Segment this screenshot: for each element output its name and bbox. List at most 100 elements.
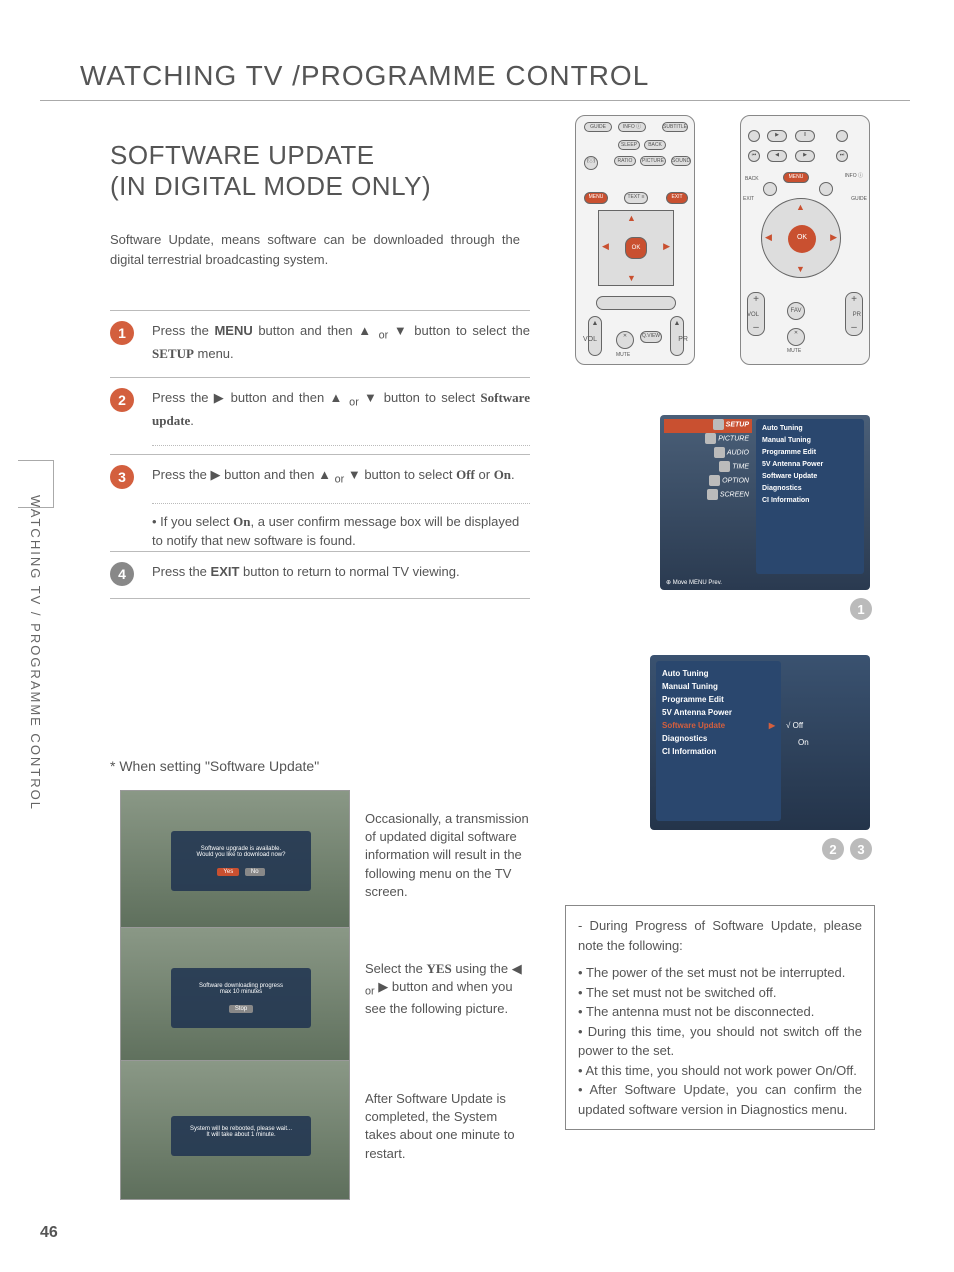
remote-btn: SOUND xyxy=(671,156,691,166)
screenshot-desc-2: Select the YES using the ◀ or ▶ button a… xyxy=(365,960,530,1018)
section-description: Software Update, means software can be d… xyxy=(110,230,520,269)
screenshot-desc-1: Occasionally, a transmission of updated … xyxy=(365,810,530,901)
tv-screenshot-2: Software downloading progressmax 10 minu… xyxy=(120,927,350,1067)
remote-btn-menu: MENU xyxy=(783,172,809,183)
dialog-btn-no: No xyxy=(245,868,265,876)
osd-tab: AUDIO xyxy=(664,447,752,461)
remote-label: PR xyxy=(678,336,688,343)
remote-btn-menu: MENU xyxy=(584,192,608,204)
progress-notes-box: - During Progress of Software Update, pl… xyxy=(565,905,875,1130)
osd-tabs: SETUP PICTURE AUDIO TIME OPTION SCREEN xyxy=(664,419,752,529)
step-3: 3 Press the ▶ button and then ▲ or ▼ but… xyxy=(110,454,530,489)
remote-label: MUTE xyxy=(787,348,801,354)
remote-label: VOL xyxy=(747,312,759,318)
remote-btn: (ⓘ) xyxy=(584,156,598,170)
remote-btn: GUIDE xyxy=(584,122,612,132)
progress-item: The antenna must not be disconnected. xyxy=(578,1002,862,1022)
dialog-btn-stop: Stop xyxy=(229,1005,253,1013)
dialog-text: Software downloading progressmax 10 minu… xyxy=(199,983,283,995)
osd-tab: OPTION xyxy=(664,475,752,489)
remote-label: BACK xyxy=(745,176,759,182)
page-title: WATCHING TV /PROGRAMME CONTROL xyxy=(80,60,649,92)
remote-label: MUTE xyxy=(616,352,630,358)
remote-btn xyxy=(763,182,777,196)
remote-btn: Q.VIEW xyxy=(640,331,662,343)
remote-label: INFO ⓘ xyxy=(845,172,863,179)
osd-tab: PICTURE xyxy=(664,433,752,447)
remote-btn: ▶ xyxy=(767,130,787,142)
remote-dpad: ▲ ◀ ▶ ▼ OK xyxy=(598,210,674,286)
steps-list: 1 Press the MENU button and then ▲ or ▼ … xyxy=(110,310,530,613)
osd-setup-menu: SETUP PICTURE AUDIO TIME OPTION SCREEN A… xyxy=(660,415,870,590)
tv-screenshot-1: Software upgrade is available.Would you … xyxy=(120,790,350,930)
osd-tab-setup: SETUP xyxy=(664,419,752,433)
step-text: Press the MENU button and then ▲ or ▼ bu… xyxy=(152,321,530,363)
step-sub: • If you select On, a user confirm messa… xyxy=(152,512,530,551)
tv-screenshot-3: System will be rebooted, please wait...I… xyxy=(120,1060,350,1200)
step-text: Press the EXIT button to return to norma… xyxy=(152,562,460,582)
step-text: Press the ▶ button and then ▲ or ▼ butto… xyxy=(152,465,515,488)
progress-item: After Software Update, you can confirm t… xyxy=(578,1080,862,1119)
dialog-text: System will be rebooted, please wait...I… xyxy=(190,1126,292,1138)
remote-btn: TEXT ≡ xyxy=(624,192,648,204)
remote-btn xyxy=(748,130,760,142)
progress-item: The power of the set must not be interru… xyxy=(578,963,862,983)
osd-item: Auto Tuning xyxy=(762,423,858,435)
remote-label: PR xyxy=(853,312,861,318)
dialog-btn-yes: Yes xyxy=(217,868,239,876)
step-2: 2 Press the ▶ button and then ▲ or ▼ but… xyxy=(110,377,530,430)
osd-footer: ⊕ Move MENU Prev. xyxy=(666,579,722,586)
progress-list: The power of the set must not be interru… xyxy=(578,963,862,1119)
osd-item-selected: Software Update ▶ xyxy=(662,719,775,732)
remote-btn-ok: OK xyxy=(788,225,816,253)
step-1: 1 Press the MENU button and then ▲ or ▼ … xyxy=(110,310,530,363)
osd-item: Auto Tuning xyxy=(662,667,775,680)
remote-dpad: ▲ ◀ ▶ ▼ OK xyxy=(761,198,841,278)
section-title: SOFTWARE UPDATE (IN DIGITAL MODE ONLY) xyxy=(110,140,431,202)
remote-btn: BACK xyxy=(644,140,666,150)
screenshot-desc-3: After Software Update is completed, the … xyxy=(365,1090,530,1163)
divider-dotted xyxy=(152,503,530,504)
side-label: WATCHING TV / PROGRAMME CONTROL xyxy=(28,495,43,811)
osd-item: Manual Tuning xyxy=(762,435,858,447)
osd-item: Programme Edit xyxy=(662,693,775,706)
osd-software-update: Auto Tuning Manual Tuning Programme Edit… xyxy=(650,655,870,830)
progress-heading: - During Progress of Software Update, pl… xyxy=(578,916,862,955)
remote-btn-mute: ✕ xyxy=(616,331,634,349)
osd-item: Diagnostics xyxy=(762,483,858,495)
remote-btn: ◀ xyxy=(767,150,787,162)
remote-btn: SUBTITLE xyxy=(662,122,688,132)
ref-badge-2: 2 xyxy=(822,838,844,860)
remote-btn: SLEEP xyxy=(618,140,640,150)
dialog: Software downloading progressmax 10 minu… xyxy=(171,968,311,1028)
section-title-line2: (IN DIGITAL MODE ONLY) xyxy=(110,171,431,201)
divider xyxy=(40,100,910,101)
remote-btn xyxy=(596,296,676,310)
remote-btn: ⏭ xyxy=(836,150,848,162)
progress-item: The set must not be switched off. xyxy=(578,983,862,1003)
step-4: 4 Press the EXIT button to return to nor… xyxy=(110,551,530,599)
step-badge: 1 xyxy=(110,321,134,345)
osd-tab: SCREEN xyxy=(664,489,752,503)
osd-item: Software Update xyxy=(762,471,858,483)
osd-item: Manual Tuning xyxy=(662,680,775,693)
step-badge: 4 xyxy=(110,562,134,586)
step-text: Press the ▶ button and then ▲ or ▼ butto… xyxy=(152,388,530,430)
osd-item: Diagnostics xyxy=(662,732,775,745)
remote-btn: PICTURE xyxy=(640,156,666,166)
remote-control-2: ▶ ‖ ⏮ ◀ ▶ ⏭ BACK MENU INFO ⓘ EXIT GUIDE … xyxy=(740,115,870,365)
ref-badge-1: 1 xyxy=(850,598,872,620)
software-update-subhead: * When setting "Software Update" xyxy=(110,758,319,774)
remote-btn-fav: FAV xyxy=(787,302,805,320)
remote-btn: ▶ xyxy=(795,150,815,162)
remote-label: GUIDE xyxy=(851,196,867,202)
remote-btn xyxy=(819,182,833,196)
dialog-text: Software upgrade is available.Would you … xyxy=(197,846,286,858)
page-number: 46 xyxy=(40,1224,58,1242)
dialog: Software upgrade is available.Would you … xyxy=(171,831,311,891)
osd2-items: Auto Tuning Manual Tuning Programme Edit… xyxy=(656,661,781,821)
step-badge: 2 xyxy=(110,388,134,412)
remote-label: EXIT xyxy=(743,196,754,202)
section-title-line1: SOFTWARE UPDATE xyxy=(110,140,375,170)
osd-tab: TIME xyxy=(664,461,752,475)
